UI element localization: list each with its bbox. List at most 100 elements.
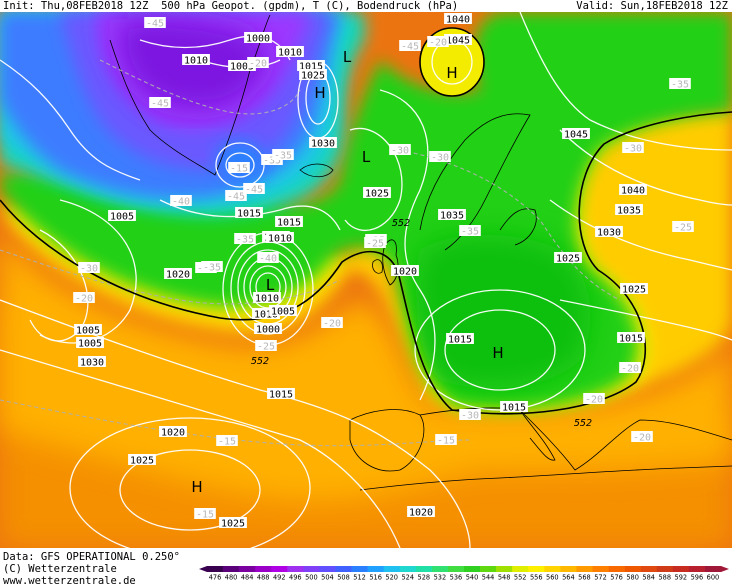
isobar-label-bg xyxy=(108,210,136,221)
temperature-label: -30 xyxy=(78,262,100,275)
isobar-label: 1025 xyxy=(620,283,648,296)
isobar-label: 1015 xyxy=(617,332,645,345)
isobar-label-text: 1045 xyxy=(564,130,588,141)
temperature-label-text: -30 xyxy=(391,146,409,157)
temperature-label-bg xyxy=(228,162,250,173)
isobar-label-text: 1015 xyxy=(299,62,323,73)
temperature-label-text: -30 xyxy=(431,153,449,164)
isobar-label-bg xyxy=(391,265,419,276)
isobar-label-bg xyxy=(235,207,263,218)
isobar xyxy=(344,127,403,231)
iceland-coast xyxy=(299,163,334,178)
temperature-label: -45 xyxy=(149,97,171,110)
temperature-label-text: -35 xyxy=(274,151,292,162)
temperature-label: -20 xyxy=(631,431,653,444)
legend-value: 588 xyxy=(658,574,671,581)
legend-value: 568 xyxy=(578,574,591,581)
temperature-label-bg xyxy=(73,292,95,303)
legend-value: 540 xyxy=(466,574,479,581)
legend-value: 520 xyxy=(385,574,398,581)
isobar-label-text: 1020 xyxy=(166,270,190,281)
isobar-label-text: 1020 xyxy=(161,428,185,439)
isobar-label-text: 1010 xyxy=(278,48,302,59)
legend-value: 564 xyxy=(562,574,575,581)
temperature-label-bg xyxy=(364,237,386,248)
temperature-label: -15 xyxy=(216,435,238,448)
legend-swatch xyxy=(415,566,433,572)
temperature-label: -35 xyxy=(459,225,481,238)
isobar-label-bg xyxy=(562,128,590,139)
isobar-label-bg xyxy=(309,137,337,148)
isobar-label: 1030 xyxy=(78,356,106,369)
temperature-label-bg xyxy=(427,36,449,47)
isobar-label-text: 1035 xyxy=(440,211,464,222)
legend-swatch xyxy=(431,566,449,572)
temperature-label-bg xyxy=(247,57,269,68)
isobar-label-bg xyxy=(444,13,472,24)
isotherm xyxy=(99,59,301,115)
iberia-coast xyxy=(349,409,425,472)
temperature-label-text: -30 xyxy=(80,264,98,275)
temperature-label-text: -30 xyxy=(624,144,642,155)
legend-value: 492 xyxy=(273,574,286,581)
temperature-label-bg xyxy=(144,17,166,28)
temperature-label-text: -35 xyxy=(203,263,221,274)
isobar xyxy=(0,59,141,181)
isobar-label-text: 1025 xyxy=(301,71,325,82)
isobar-label-text: 1020 xyxy=(409,508,433,519)
website: www.wetterzentrale.de xyxy=(3,575,136,587)
temperature-label-text: -20 xyxy=(323,319,341,330)
temperature-label: -35 xyxy=(272,149,294,162)
legend-swatch xyxy=(512,566,529,572)
legend-value: 536 xyxy=(450,574,463,581)
italy-coast xyxy=(519,409,556,461)
isobar xyxy=(0,299,471,548)
low-pressure-center: L xyxy=(362,148,371,166)
temperature-label: -45 xyxy=(144,17,166,30)
legend-swatch xyxy=(303,566,320,572)
temperature-label-bg xyxy=(201,261,223,272)
isobar-label-text: 1015 xyxy=(502,403,526,414)
temperature-label: -35 xyxy=(261,154,283,167)
baltic-coast xyxy=(499,208,537,246)
legend-swatch xyxy=(528,566,545,572)
isobar-label-text: 1010 xyxy=(184,56,208,67)
isobar-label: 1005 xyxy=(228,60,256,73)
isobar-label-text: 1005 xyxy=(271,307,295,318)
legend-swatch xyxy=(656,566,674,572)
temperature-labels: -45-35-45-45-30-35-35-40-45-45-30-25-30-… xyxy=(73,17,694,521)
isobar-label: 1010 xyxy=(252,308,280,321)
isobar xyxy=(225,152,255,178)
temperature-label-bg xyxy=(255,340,277,351)
temperature-label-text: -40 xyxy=(259,254,277,265)
legend-labels: 476 480 484 488 492 496 500 504 508 512 516 520 524 5… xyxy=(209,574,720,581)
legend-value: 508 xyxy=(337,574,350,581)
isobar-label-text: 1045 xyxy=(446,36,470,47)
isobar-label-bg xyxy=(615,204,643,215)
isobar-label-bg xyxy=(363,187,391,198)
isobar-label-bg xyxy=(617,332,645,343)
temperature-label: -35 xyxy=(234,233,256,246)
isobar-label-text: 1025 xyxy=(221,519,245,530)
temperature-label-text: -45 xyxy=(227,192,245,203)
legend-value: 600 xyxy=(707,574,720,581)
isobar-label-bg xyxy=(76,337,104,348)
legend-swatch xyxy=(383,566,401,572)
temperature-label-text: -40 xyxy=(172,197,190,208)
copyright: (C) Wetterzentrale xyxy=(3,563,117,575)
isobar-label: 1005 xyxy=(76,337,104,350)
temperature-label-text: -20 xyxy=(249,59,267,70)
isobar-label: 1010 xyxy=(253,292,281,305)
temperature-label: -20 xyxy=(619,362,641,375)
temperature-label-text: -25 xyxy=(674,223,692,234)
temperature-label: -45 xyxy=(243,183,265,196)
temperature-label: -35 xyxy=(669,78,691,91)
isobar-label-text: 1005 xyxy=(110,212,134,223)
isobar-label: 1045 xyxy=(562,128,590,141)
temperature-label-bg xyxy=(429,151,451,162)
legend-swatch xyxy=(688,566,706,572)
isobar-label-bg xyxy=(554,252,582,263)
isobar-label-text: 1010 xyxy=(254,310,278,321)
temperature-label-bg xyxy=(272,149,294,160)
temperature-label-text: -45 xyxy=(401,42,419,53)
